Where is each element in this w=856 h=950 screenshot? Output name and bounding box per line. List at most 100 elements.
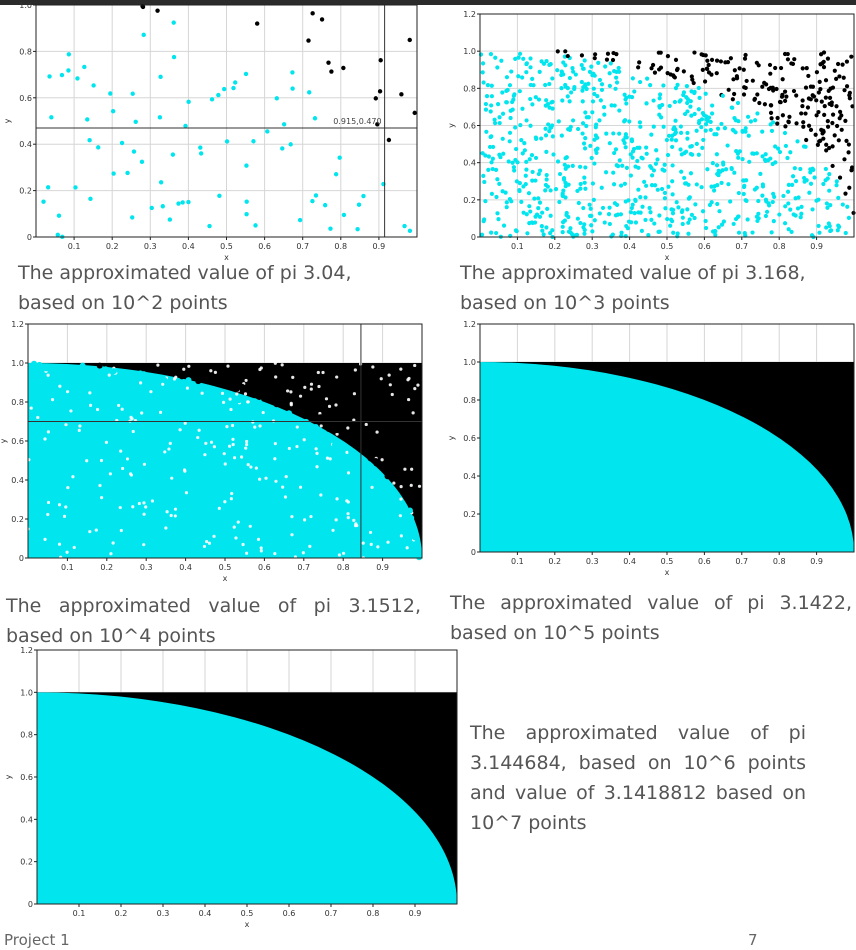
gap-speck <box>284 475 288 479</box>
data-point <box>708 127 713 133</box>
x-tick-label: 0.3 <box>586 557 599 566</box>
data-point <box>623 233 628 239</box>
x-tick-label: 0.3 <box>157 909 170 918</box>
data-point <box>592 137 597 142</box>
data-point <box>830 112 836 117</box>
data-point <box>789 229 794 235</box>
data-point <box>579 62 584 68</box>
data-point <box>391 473 398 480</box>
data-point <box>490 166 495 172</box>
gap-speck <box>325 456 330 460</box>
data-point <box>824 225 829 230</box>
y-tick-label: 0.4 <box>463 159 476 168</box>
data-point <box>515 160 520 165</box>
data-point <box>807 190 812 195</box>
gap-speck <box>407 397 411 402</box>
gap-speck <box>168 441 172 445</box>
gap-speck <box>173 514 177 518</box>
x-tick-label: 0.8 <box>334 242 347 251</box>
data-point <box>507 130 513 135</box>
data-point <box>723 167 729 172</box>
gap-speck <box>182 367 186 371</box>
data-point <box>823 166 828 172</box>
data-point <box>527 221 532 226</box>
data-point <box>834 104 839 109</box>
data-point <box>481 173 486 178</box>
data-point <box>341 65 346 71</box>
x-tick-label: 0.9 <box>810 557 823 566</box>
data-point <box>785 189 791 194</box>
gap-speck <box>321 370 325 375</box>
y-axis-label: y <box>447 123 456 128</box>
data-point <box>828 86 833 91</box>
data-point <box>198 145 203 150</box>
gap-speck <box>64 505 68 509</box>
data-point <box>685 207 690 212</box>
data-point <box>657 213 662 218</box>
data-point <box>734 149 739 154</box>
data-point <box>584 115 589 120</box>
data-point <box>719 222 725 227</box>
data-point <box>614 80 620 85</box>
data-point <box>813 132 818 137</box>
data-point <box>492 117 497 122</box>
data-point <box>606 212 612 217</box>
data-point <box>176 201 181 206</box>
data-point <box>814 113 819 118</box>
gap-speck <box>58 384 62 388</box>
data-point <box>524 212 529 217</box>
data-point <box>763 213 769 219</box>
data-point <box>599 82 605 87</box>
data-point <box>598 98 603 103</box>
gap-speck <box>298 485 303 489</box>
data-point <box>716 225 721 230</box>
data-point <box>613 147 619 152</box>
gap-speck <box>163 450 167 454</box>
data-point <box>785 155 790 161</box>
data-point <box>550 123 555 128</box>
data-point <box>594 150 599 156</box>
data-point <box>503 190 508 195</box>
gap-speck <box>95 407 100 412</box>
inside-points-region <box>480 362 854 552</box>
data-point <box>500 90 505 95</box>
data-point <box>493 55 498 60</box>
gap-speck <box>138 381 143 385</box>
data-point <box>735 100 741 106</box>
data-point <box>185 377 192 384</box>
data-point <box>547 128 552 134</box>
y-tick-label: 0.4 <box>11 476 24 485</box>
data-point <box>819 127 824 132</box>
gap-speck <box>131 429 135 434</box>
data-point <box>682 175 687 181</box>
gap-speck <box>353 368 357 372</box>
data-point <box>730 97 735 102</box>
data-point <box>528 96 533 102</box>
data-point <box>586 81 591 86</box>
data-point <box>597 211 602 216</box>
data-point <box>198 151 204 156</box>
data-point <box>800 66 805 71</box>
data-point <box>553 187 559 192</box>
gap-speck <box>388 383 392 387</box>
data-point <box>652 70 658 75</box>
data-point <box>570 163 575 168</box>
data-point <box>403 489 410 496</box>
y-tick-label: 1.2 <box>463 320 476 329</box>
data-point <box>651 98 656 103</box>
x-tick-label: 0.1 <box>61 563 74 572</box>
data-point <box>760 84 765 89</box>
data-point <box>766 203 772 208</box>
y-tick-label: 1.0 <box>11 359 24 368</box>
data-point <box>597 77 603 83</box>
data-point <box>73 185 78 190</box>
data-point <box>416 554 423 561</box>
data-point <box>530 102 535 107</box>
y-tick-label: 0.6 <box>463 122 476 131</box>
gap-speck <box>225 425 229 429</box>
data-point <box>772 194 777 199</box>
gap-speck <box>273 551 277 556</box>
data-point <box>755 111 760 116</box>
data-point <box>732 170 737 175</box>
gap-speck <box>314 447 318 451</box>
